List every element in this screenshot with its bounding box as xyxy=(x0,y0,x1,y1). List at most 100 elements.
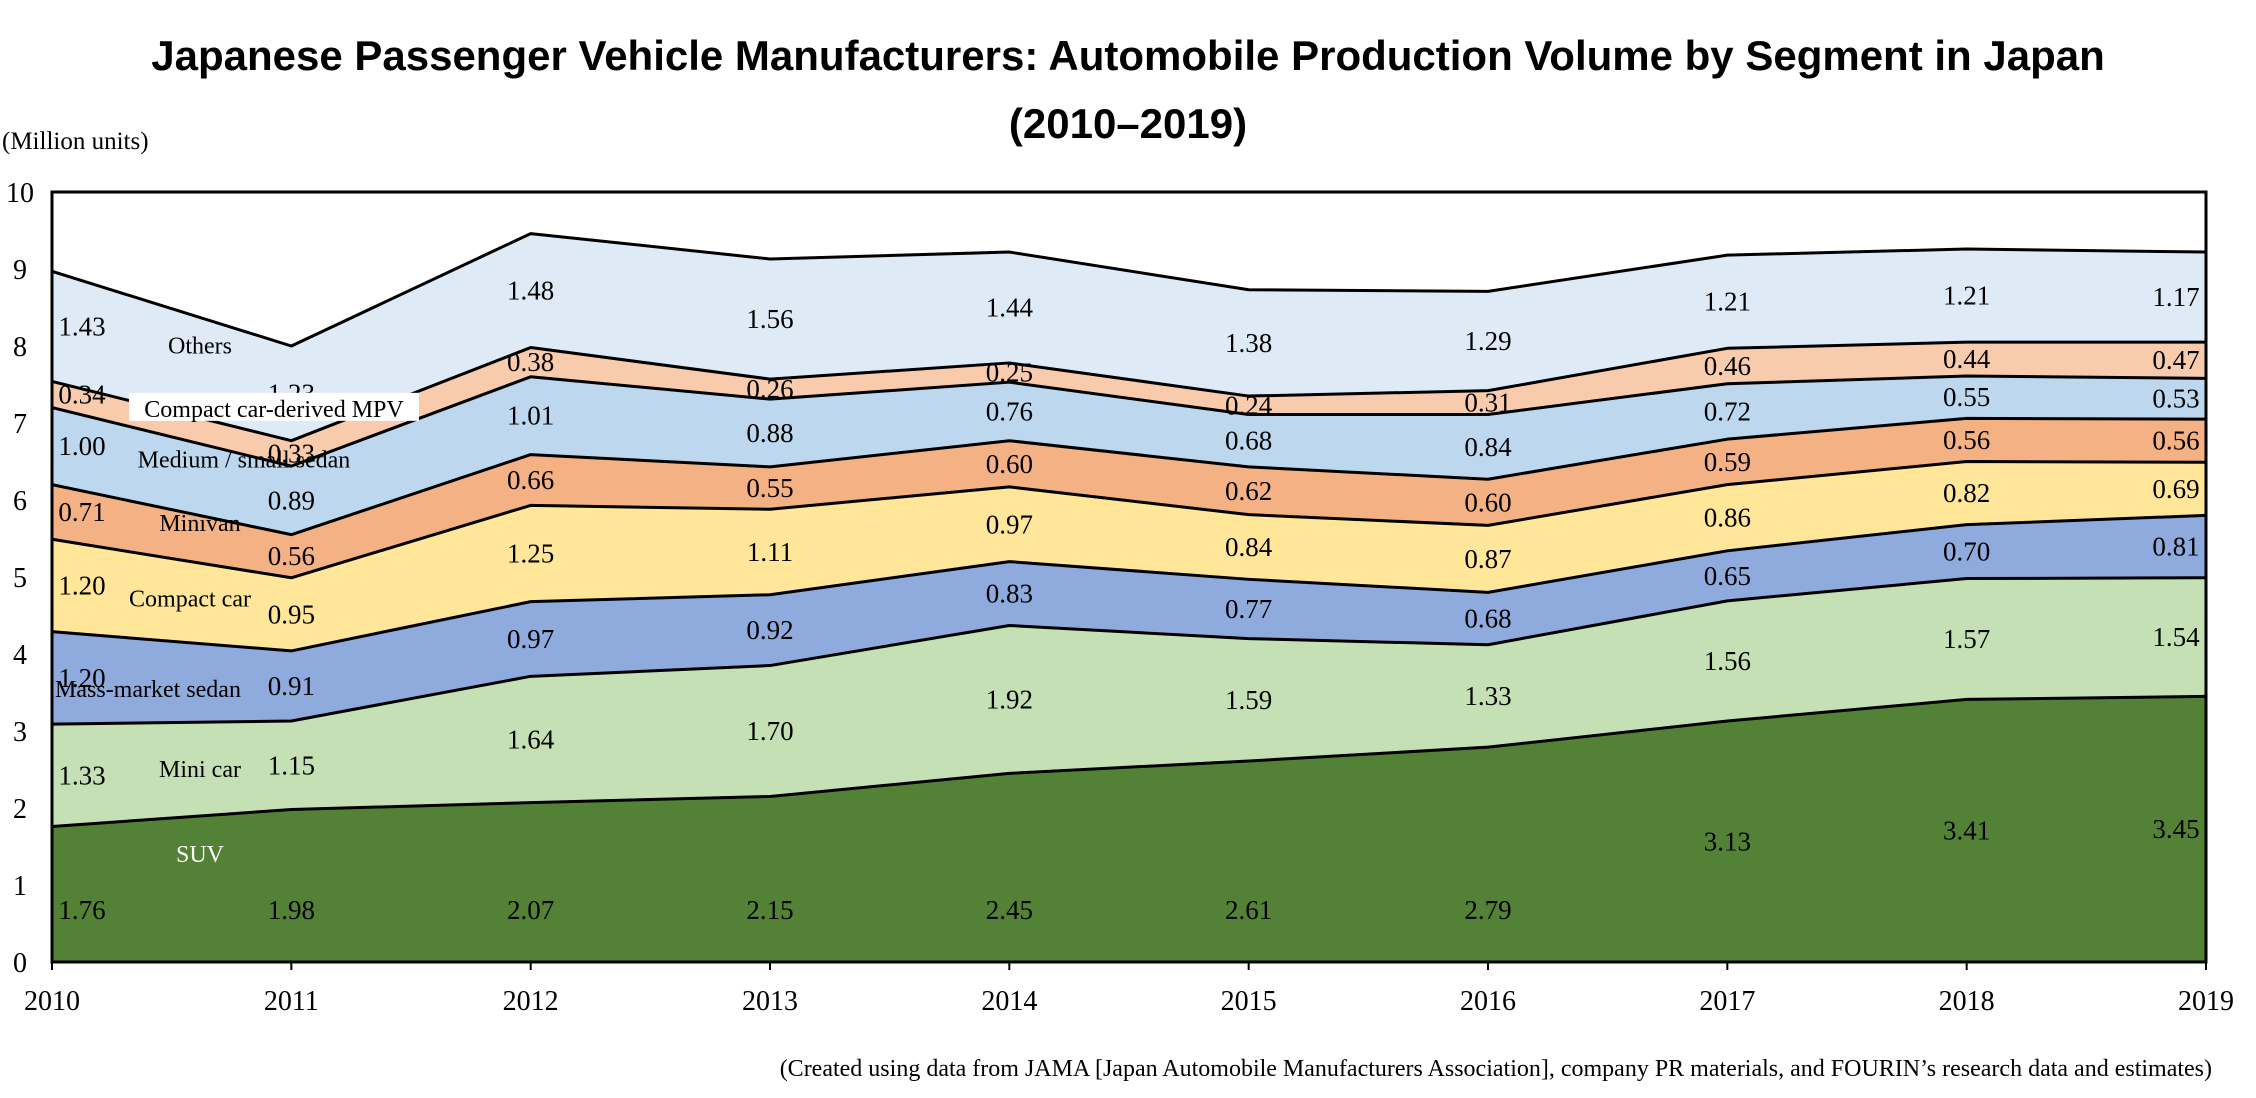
x-tick-label: 2017 xyxy=(1699,986,1755,1017)
x-tick-label: 2014 xyxy=(981,986,1037,1017)
series-label-compact-car-derived-mpv: Compact car-derived MPV xyxy=(144,397,404,423)
plot-frame xyxy=(50,190,2208,964)
data-label-compact-car-derived-mpv: 0.44 xyxy=(1943,344,1991,374)
series-label-compact-car: Compact car xyxy=(129,586,251,612)
data-label-mass-market-sedan: 0.65 xyxy=(1704,561,1751,591)
data-labels: 1.76 1.98 2.07 2.15 2.45 2.61 2.79 3.13 3.41 3.45… xyxy=(58,276,2200,925)
data-label-mass-market-sedan: 1.20 xyxy=(58,663,105,693)
data-label-mass-market-sedan: 0.70 xyxy=(1943,537,1990,567)
data-label-mass-market-sedan: 0.91 xyxy=(268,671,315,701)
data-label-minivan: 0.56 xyxy=(2152,426,2199,456)
data-label-mini-car: 1.70 xyxy=(746,716,793,746)
data-label-minivan: 0.59 xyxy=(1704,447,1751,477)
data-label-mass-market-sedan: 0.81 xyxy=(2152,532,2199,562)
y-tick-label: 9 xyxy=(13,255,27,286)
data-label-minivan: 0.55 xyxy=(746,473,793,503)
data-label-minivan: 0.60 xyxy=(986,449,1033,479)
data-label-compact-car: 0.84 xyxy=(1225,532,1273,562)
data-label-medium-small-sedan: 0.53 xyxy=(2152,384,2199,414)
data-label-mini-car: 1.15 xyxy=(268,750,315,780)
series-label-suv: SUV xyxy=(176,842,225,868)
axis-ticks: 0 1 2 3 4 5 6 7 8 9 10 2010 2011 2012 2013 2014 2015 2016… xyxy=(6,178,2234,1017)
data-label-compact-car-derived-mpv: 0.31 xyxy=(1464,388,1511,418)
data-label-minivan: 0.62 xyxy=(1225,476,1272,506)
data-label-suv: 2.15 xyxy=(746,895,793,925)
data-label-compact-car-derived-mpv: 0.24 xyxy=(1225,390,1273,420)
data-label-compact-car: 1.11 xyxy=(747,537,793,567)
x-tick-label: 2010 xyxy=(24,986,80,1017)
chart-title-line1: Japanese Passenger Vehicle Manufacturers… xyxy=(151,32,2105,79)
data-label-suv: 3.13 xyxy=(1704,826,1751,856)
data-label-medium-small-sedan: 0.84 xyxy=(1464,432,1512,462)
data-label-mini-car: 1.33 xyxy=(58,760,105,790)
data-label-mini-car: 1.92 xyxy=(986,684,1033,714)
data-label-minivan: 0.60 xyxy=(1464,487,1511,517)
series-label-medium-small-sedan: Medium / small sedan xyxy=(138,448,351,474)
data-label-compact-car-derived-mpv: 0.26 xyxy=(746,374,793,404)
area-suv xyxy=(52,696,2206,962)
y-axis-unit-label: (Million units) xyxy=(2,128,149,155)
x-tick-label: 2013 xyxy=(742,986,798,1017)
area-medium-small-sedan xyxy=(52,376,2206,535)
y-tick-label: 1 xyxy=(13,871,27,902)
data-label-suv: 3.41 xyxy=(1943,816,1990,846)
data-label-medium-small-sedan: 1.00 xyxy=(58,431,105,461)
data-label-minivan: 0.56 xyxy=(1943,425,1990,455)
y-tick-label: 0 xyxy=(13,948,27,979)
line-medium-small-sedan xyxy=(51,374,2207,468)
data-label-compact-car-derived-mpv: 0.46 xyxy=(1704,351,1751,381)
y-tick-label: 8 xyxy=(13,332,27,363)
data-label-suv: 1.76 xyxy=(58,895,105,925)
chart-title: Japanese Passenger Vehicle Manufacturers… xyxy=(0,22,2256,158)
data-label-others: 1.21 xyxy=(1943,281,1990,311)
area-mini-car xyxy=(52,577,2206,827)
data-label-medium-small-sedan: 0.76 xyxy=(986,396,1033,426)
data-label-compact-car: 0.87 xyxy=(1464,544,1511,574)
area-compact-car xyxy=(52,461,2206,651)
data-label-mini-car: 1.56 xyxy=(1704,646,1751,676)
y-tick-label: 3 xyxy=(13,717,27,748)
data-label-suv: 2.45 xyxy=(986,895,1033,925)
data-label-compact-car: 0.97 xyxy=(986,509,1033,539)
data-label-others: 1.21 xyxy=(1704,287,1751,317)
chart-title-line2: (2010–2019) xyxy=(1008,100,1248,147)
data-label-others: 1.43 xyxy=(58,311,105,341)
data-label-mini-car: 1.57 xyxy=(1943,624,1990,654)
x-tick-label: 2018 xyxy=(1939,986,1995,1017)
data-label-mini-car: 1.59 xyxy=(1225,685,1272,715)
source-note: (Created using data from JAMA [Japan Aut… xyxy=(779,1056,2212,1082)
data-label-medium-small-sedan: 1.01 xyxy=(507,401,554,431)
area-others xyxy=(52,233,2206,441)
line-mass-market-sedan xyxy=(51,513,2207,653)
line-others xyxy=(51,232,2207,348)
data-label-medium-small-sedan: 0.89 xyxy=(268,485,315,515)
data-label-medium-small-sedan: 0.72 xyxy=(1704,396,1751,426)
data-label-minivan: 0.66 xyxy=(507,465,554,495)
y-tick-label: 6 xyxy=(13,486,27,517)
data-label-suv: 3.45 xyxy=(2152,814,2199,844)
boundary-lines xyxy=(51,232,2207,828)
x-tick-label: 2019 xyxy=(2178,986,2234,1017)
data-label-others: 1.38 xyxy=(1225,328,1272,358)
y-tick-label: 10 xyxy=(6,178,34,209)
data-label-suv: 2.61 xyxy=(1225,895,1272,925)
x-tick-label: 2015 xyxy=(1221,986,1277,1017)
data-label-compact-car-derived-mpv: 0.25 xyxy=(986,358,1033,388)
series-label-others: Others xyxy=(168,334,232,360)
data-label-mini-car: 1.64 xyxy=(507,724,555,754)
data-label-compact-car: 0.86 xyxy=(1704,503,1751,533)
series-labels: SUV Mini car Mass-market sedan Compact car M… xyxy=(55,334,419,868)
data-label-mini-car: 1.54 xyxy=(2152,622,2200,652)
data-label-others: 1.44 xyxy=(986,293,1034,323)
series-label-bg xyxy=(129,392,419,421)
data-label-compact-car: 0.95 xyxy=(268,599,315,629)
data-label-others: 1.48 xyxy=(507,276,554,306)
data-label-mass-market-sedan: 0.83 xyxy=(986,579,1033,609)
data-label-mass-market-sedan: 0.68 xyxy=(1464,604,1511,634)
x-tick-label: 2011 xyxy=(264,986,319,1017)
data-label-others: 1.17 xyxy=(2152,282,2199,312)
data-label-mass-market-sedan: 0.92 xyxy=(746,615,793,645)
data-label-compact-car: 0.69 xyxy=(2152,474,2199,504)
series-label-mass-market-sedan: Mass-market sedan xyxy=(55,677,241,703)
